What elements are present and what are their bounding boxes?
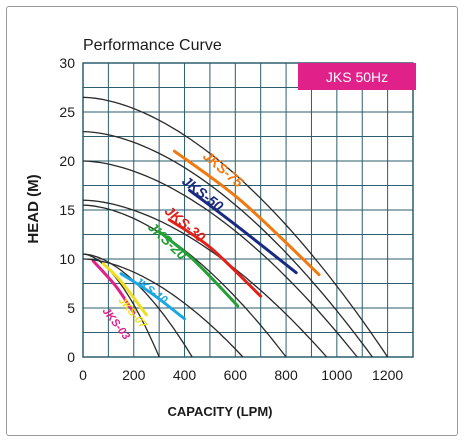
highlight-jks-75 [172, 149, 321, 277]
x-tick-label: 0 [79, 367, 87, 383]
performance-chart: Performance Curve JKS-03JKS-07JKS-10JKS-… [25, 37, 416, 419]
chart-title: Performance Curve [83, 37, 222, 54]
x-axis-label: CAPACITY (LPM) [168, 404, 273, 419]
x-tick-label: 400 [173, 367, 197, 383]
x-tick-label: 200 [122, 367, 146, 383]
highlight-jks-03 [91, 259, 136, 315]
y-tick-label: 15 [59, 202, 75, 218]
chart-frame: Performance Curve JKS-03 JKS-07 JKS-10 JKS-… [6, 6, 458, 436]
highlight-jks-07 [101, 262, 148, 317]
y-tick-label: 30 [59, 55, 75, 71]
y-tick-label: 20 [59, 153, 75, 169]
pump-curve-unlabeled [82, 96, 389, 358]
highlight-jks-50 [188, 188, 298, 275]
frequency-badge [298, 63, 416, 90]
highlight-jks-10 [119, 272, 186, 321]
curve-jks-10 [82, 258, 244, 358]
x-tick-label: 600 [224, 367, 248, 383]
x-tick-label: 1000 [321, 367, 352, 383]
frequency-badge-label: JKS 50Hz [326, 69, 388, 85]
y-tick-label: 25 [59, 104, 75, 120]
curve-jks-75 [82, 130, 373, 358]
curve-jks-50 [82, 160, 358, 358]
y-tick-label: 5 [67, 300, 75, 316]
y-tick-label: 0 [67, 349, 75, 365]
curve-jks-03 [82, 253, 160, 358]
y-axis-label: HEAD (M) [25, 174, 42, 243]
x-tick-label: 1200 [372, 367, 403, 383]
y-tick-label: 10 [59, 251, 75, 267]
highlight-jks-20 [157, 230, 240, 308]
x-tick-label: 800 [274, 367, 298, 383]
highlight-jks-30 [167, 218, 263, 298]
axis-ticks: 0 200 400 600 800 1000 1200 0 5 10 15 20 25 30 [59, 55, 403, 383]
curve-jks-30 [82, 199, 328, 358]
